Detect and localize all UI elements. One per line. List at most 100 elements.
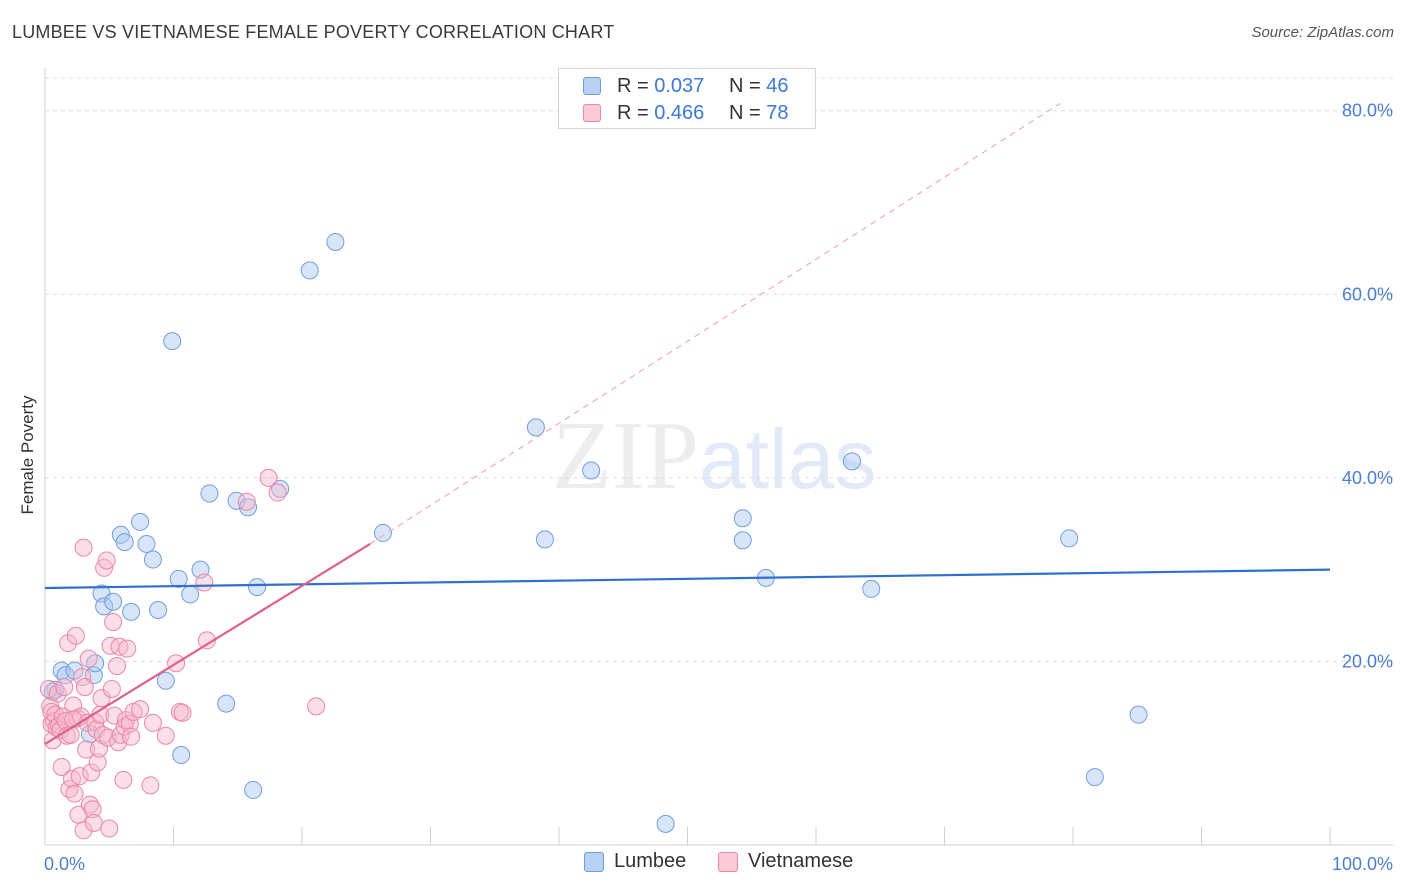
point-lumbee xyxy=(95,597,114,616)
point-vietnamese xyxy=(77,740,96,759)
point-vietnamese xyxy=(143,713,162,732)
series-label-lumbee: Lumbee xyxy=(614,850,687,872)
tick-layer: 20.0% 40.0% 60.0% 80.0% 0.0% 100.0% xyxy=(44,101,1393,874)
point-lumbee xyxy=(733,509,752,528)
point-vietnamese xyxy=(75,678,94,697)
legend-r-lumbee: R = 0.037 xyxy=(617,75,704,98)
point-vietnamese xyxy=(102,679,121,698)
point-lumbee xyxy=(217,694,236,713)
legend-n-value: 78 xyxy=(766,101,789,124)
point-lumbee xyxy=(149,601,168,620)
watermark: ZIPatlas xyxy=(552,400,876,512)
point-lumbee xyxy=(326,232,345,251)
point-lumbee xyxy=(239,498,258,517)
point-vietnamese xyxy=(48,684,67,703)
legend-swatch-vietnamese xyxy=(583,104,601,122)
axis-layer xyxy=(44,68,1393,846)
point-lumbee xyxy=(181,585,200,604)
point-lumbee xyxy=(1129,705,1148,724)
point-vietnamese xyxy=(131,700,150,719)
point-lumbee xyxy=(163,332,182,351)
point-vietnamese xyxy=(173,703,192,722)
point-lumbee xyxy=(1060,529,1079,548)
point-vietnamese xyxy=(105,706,124,725)
point-lumbee xyxy=(172,746,191,765)
point-vietnamese xyxy=(115,717,134,736)
point-vietnamese xyxy=(114,770,133,789)
point-lumbee xyxy=(104,592,123,611)
series-legend-lumbee: Lumbee xyxy=(584,850,686,873)
legend-n-vietnamese: N = 78 xyxy=(729,102,789,125)
point-lumbee xyxy=(842,452,861,471)
point-vietnamese xyxy=(118,639,137,658)
points-layer xyxy=(39,232,1148,840)
x-tick-label: 100.0% xyxy=(1332,854,1393,874)
point-vietnamese xyxy=(88,753,107,772)
point-lumbee xyxy=(122,602,141,621)
point-vietnamese xyxy=(104,612,123,631)
point-vietnamese xyxy=(237,492,256,511)
point-vietnamese xyxy=(82,763,101,782)
grid-layer xyxy=(45,77,1393,662)
series-label-vietnamese: Vietnamese xyxy=(748,850,854,872)
watermark-zip: ZIP xyxy=(552,402,699,510)
legend-n-label: N = xyxy=(729,74,761,97)
point-vietnamese xyxy=(97,551,116,570)
trend-extension-vietnamese xyxy=(369,102,1061,545)
point-lumbee xyxy=(227,491,246,510)
y-tick-label: 20.0% xyxy=(1342,651,1393,671)
point-vietnamese xyxy=(259,468,278,487)
point-vietnamese xyxy=(92,689,111,708)
point-lumbee xyxy=(65,661,84,680)
watermark-atlas: atlas xyxy=(699,412,877,506)
point-vietnamese xyxy=(110,637,129,656)
point-vietnamese xyxy=(39,679,58,698)
series-legend: Lumbee Vietnamese xyxy=(0,850,1406,878)
point-lumbee xyxy=(656,814,675,833)
point-lumbee xyxy=(373,523,392,542)
point-vietnamese xyxy=(95,558,114,577)
legend-r-vietnamese: R = 0.466 xyxy=(617,102,704,125)
legend-r-value: 0.037 xyxy=(654,74,705,97)
point-lumbee xyxy=(115,533,134,552)
point-lumbee xyxy=(86,654,105,673)
point-vietnamese xyxy=(65,784,84,803)
point-lumbee xyxy=(862,579,881,598)
point-vietnamese xyxy=(122,727,141,746)
point-lumbee xyxy=(156,671,175,690)
point-lumbee xyxy=(143,550,162,569)
point-vietnamese xyxy=(70,767,89,786)
point-lumbee xyxy=(131,512,150,531)
point-vietnamese xyxy=(100,819,119,838)
point-lumbee xyxy=(244,780,263,799)
point-vietnamese xyxy=(74,821,93,840)
legend-r-label: R = xyxy=(617,74,649,97)
point-lumbee xyxy=(248,578,267,597)
chart-source: Source: ZipAtlas.com xyxy=(1251,24,1394,41)
point-vietnamese xyxy=(84,813,103,832)
point-vietnamese xyxy=(307,697,326,716)
legend-n-label: N = xyxy=(729,101,761,124)
point-lumbee xyxy=(733,531,752,550)
x-tick-label: 0.0% xyxy=(44,854,85,874)
y-tick-label: 40.0% xyxy=(1342,468,1393,488)
point-lumbee xyxy=(1085,768,1104,787)
legend-swatch-lumbee xyxy=(583,77,601,95)
point-lumbee xyxy=(526,418,545,437)
point-lumbee xyxy=(300,261,319,280)
point-vietnamese xyxy=(66,626,85,645)
legend-r-label: R = xyxy=(617,101,649,124)
point-vietnamese xyxy=(156,726,175,745)
point-lumbee xyxy=(137,534,156,553)
series-legend-vietnamese: Vietnamese xyxy=(718,850,853,873)
point-vietnamese xyxy=(268,483,287,502)
point-vietnamese xyxy=(141,776,160,795)
point-vietnamese xyxy=(59,634,78,653)
point-vietnamese xyxy=(55,678,74,697)
point-vietnamese xyxy=(52,757,71,776)
point-lumbee xyxy=(582,461,601,480)
point-vietnamese xyxy=(74,538,93,557)
point-lumbee xyxy=(200,484,219,503)
legend-r-value: 0.466 xyxy=(654,101,705,124)
